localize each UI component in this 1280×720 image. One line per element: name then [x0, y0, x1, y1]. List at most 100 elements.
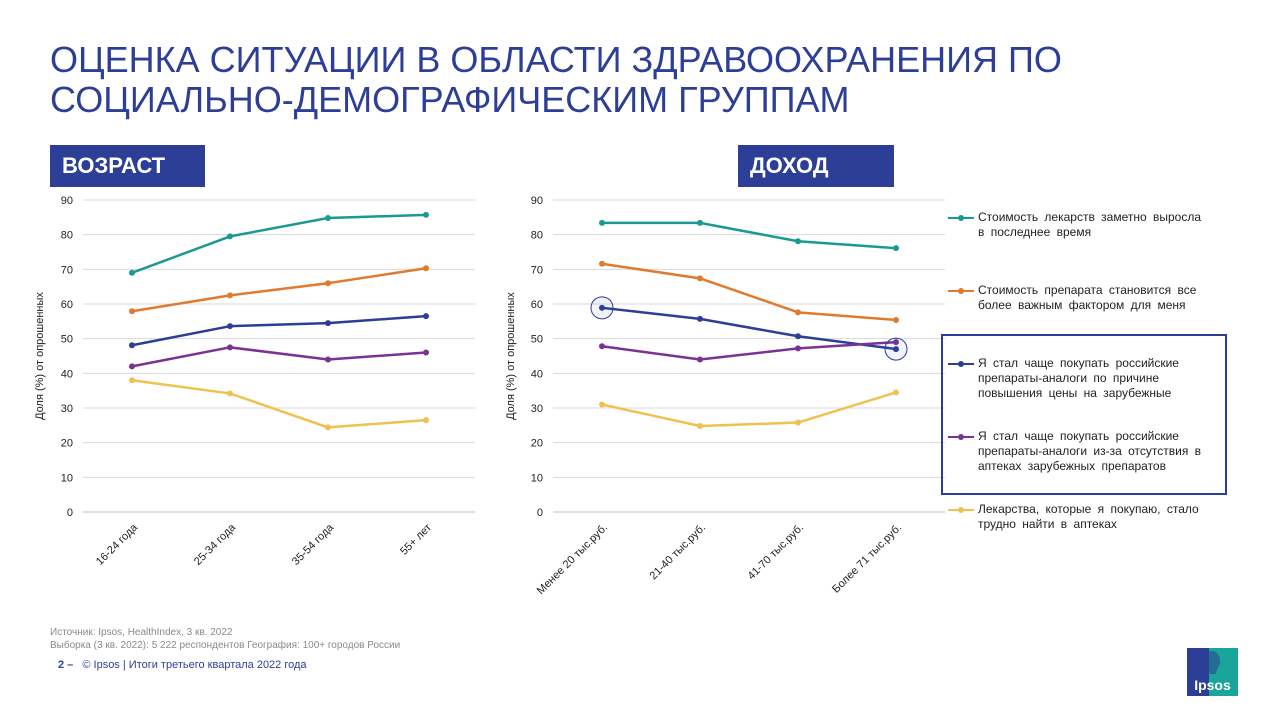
source-note: Источник: Ipsos, HealthIndex, 3 кв. 2022… [50, 626, 400, 652]
footer-text: © Ipsos | Итоги третьего квартала 2022 г… [82, 659, 307, 671]
data-point [599, 343, 605, 350]
data-point [129, 269, 135, 276]
data-point [227, 344, 233, 351]
data-point [227, 292, 233, 299]
y-tick-label: 20 [531, 438, 543, 450]
data-point [795, 238, 801, 245]
legend-marker [948, 361, 974, 367]
data-point [423, 349, 429, 356]
data-point [795, 333, 801, 340]
income-section-label: ДОХОД [738, 145, 894, 187]
data-point [893, 346, 899, 353]
y-axis-label: Доля (%) от опрошенных [34, 292, 46, 420]
data-point [795, 419, 801, 426]
legend-label: Лекарства, которые я покупаю, стало труд… [978, 502, 1199, 531]
y-tick-label: 10 [531, 472, 543, 484]
x-tick-label: 21-40 тыс.руб. [648, 522, 709, 583]
source-line2: Выборка (3 кв. 2022): 5 222 респондентов… [50, 640, 401, 651]
y-tick-label: 80 [531, 230, 543, 242]
ipsos-logo: Ipsos [1187, 648, 1238, 696]
y-tick-label: 30 [531, 403, 543, 415]
series-line [131, 267, 427, 313]
data-point [325, 320, 331, 327]
data-point [599, 304, 605, 311]
page-title-line1: ОЦЕНКА СИТУАЦИИ В ОБЛАСТИ ЗДРАВООХРАНЕНИ… [50, 39, 1062, 80]
data-point [599, 260, 605, 267]
x-tick-label: Более 71 тыс.руб. [830, 522, 904, 596]
y-axis-label: Доля (%) от опрошенных [505, 292, 517, 420]
data-point [227, 390, 233, 397]
y-tick-label: 10 [61, 472, 73, 484]
data-point [227, 323, 233, 330]
highlight-circle [884, 337, 908, 361]
data-point [697, 356, 703, 363]
data-point [325, 215, 331, 222]
legend-marker [948, 434, 974, 440]
data-point [129, 377, 135, 384]
data-point [795, 345, 801, 352]
data-point [423, 417, 429, 424]
y-tick-label: 0 [537, 507, 543, 519]
legend-label: Стоимость лекарств заметно выросла в пос… [978, 210, 1202, 239]
data-point [893, 339, 899, 346]
y-tick-label: 60 [531, 299, 543, 311]
data-point [325, 356, 331, 363]
highlight-circle [590, 296, 614, 320]
x-tick-label: 41-70 тыс.руб. [746, 522, 807, 583]
y-tick-label: 80 [61, 230, 73, 242]
y-tick-label: 0 [67, 507, 73, 519]
logo-text: Ipsos [1194, 677, 1231, 693]
x-tick-label: Менее 20 тыс.руб. [535, 522, 610, 597]
legend-highlight-box [941, 334, 1227, 495]
legend-label: Я стал чаще покупать российские препарат… [978, 429, 1202, 473]
page-number: 2 – [58, 659, 74, 671]
data-point [129, 342, 135, 349]
source-line1: Источник: Ipsos, HealthIndex, 3 кв. 2022 [50, 627, 233, 638]
data-point [697, 315, 703, 322]
data-point [227, 233, 233, 240]
data-point [599, 401, 605, 408]
data-point [325, 280, 331, 287]
legend-label: Стоимость препарата становится все более… [978, 283, 1197, 312]
series-line [601, 306, 897, 351]
y-tick-label: 40 [61, 368, 73, 380]
y-tick-label: 30 [61, 403, 73, 415]
y-tick-label: 50 [61, 334, 73, 346]
y-tick-label: 70 [531, 264, 543, 276]
legend-marker [948, 288, 974, 294]
data-point [795, 309, 801, 316]
data-point [423, 211, 429, 218]
data-point [893, 245, 899, 252]
legend-marker [948, 507, 974, 513]
age-section-label: ВОЗРАСТ [50, 145, 205, 187]
logo-head-icon [1203, 651, 1220, 674]
y-tick-label: 60 [61, 299, 73, 311]
series-line [131, 346, 427, 368]
legend-marker [948, 215, 974, 221]
page-title: ОЦЕНКА СИТУАЦИИ В ОБЛАСТИ ЗДРАВООХРАНЕНИ… [50, 40, 1200, 120]
data-point [129, 308, 135, 315]
data-point [423, 265, 429, 272]
y-tick-label: 50 [531, 334, 543, 346]
series-line [601, 262, 897, 322]
y-tick-label: 90 [531, 195, 543, 207]
y-tick-label: 20 [61, 438, 73, 450]
data-point [893, 389, 899, 396]
series-line [601, 391, 897, 428]
series-line [131, 314, 427, 347]
data-point [697, 275, 703, 282]
y-tick-label: 70 [61, 264, 73, 276]
legend-label: Я стал чаще покупать российские препарат… [978, 356, 1179, 400]
data-point [423, 313, 429, 320]
data-point [893, 316, 899, 323]
page-title-line2: СОЦИАЛЬНО-ДЕМОГРАФИЧЕСКИМ ГРУППАМ [50, 79, 850, 120]
data-point [599, 219, 605, 226]
data-point [697, 423, 703, 430]
series-line [602, 221, 897, 250]
series-line [601, 340, 897, 361]
series-line [131, 379, 427, 429]
footer: 2 – © Ipsos | Итоги третьего квартала 20… [58, 659, 307, 671]
series-line [131, 213, 427, 274]
